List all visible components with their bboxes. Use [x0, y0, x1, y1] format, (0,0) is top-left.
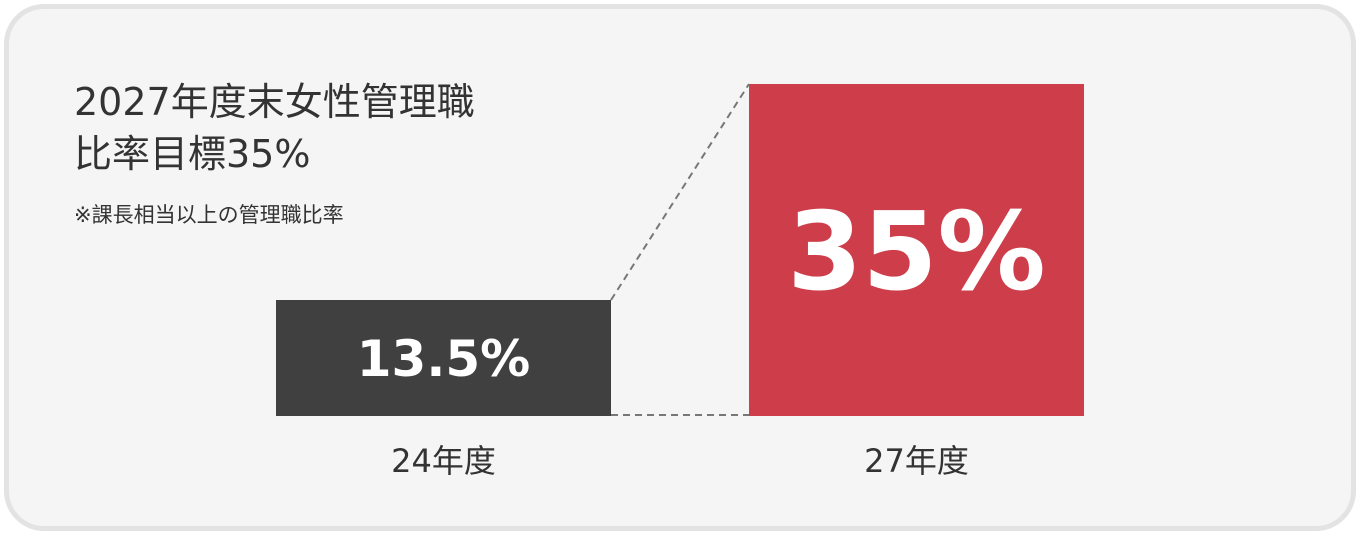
data-label-2027: 35% [787, 190, 1046, 315]
category-label-2024: 24年度 [391, 442, 496, 480]
bar-2024 [276, 300, 611, 416]
title-line-1: 2027年度末女性管理職 [74, 80, 475, 124]
title-line-2: 比率目標35% [74, 132, 311, 176]
chart-title: 2027年度末女性管理職 比率目標35% [74, 76, 475, 180]
chart-note: ※課長相当以上の管理職比率 [74, 203, 344, 227]
bar-2027 [749, 84, 1084, 416]
category-label-2027: 27年度 [864, 442, 969, 480]
connector-top-dashed-line [610, 83, 750, 301]
chart-card [4, 4, 1356, 531]
data-label-2024: 13.5% [357, 330, 530, 388]
